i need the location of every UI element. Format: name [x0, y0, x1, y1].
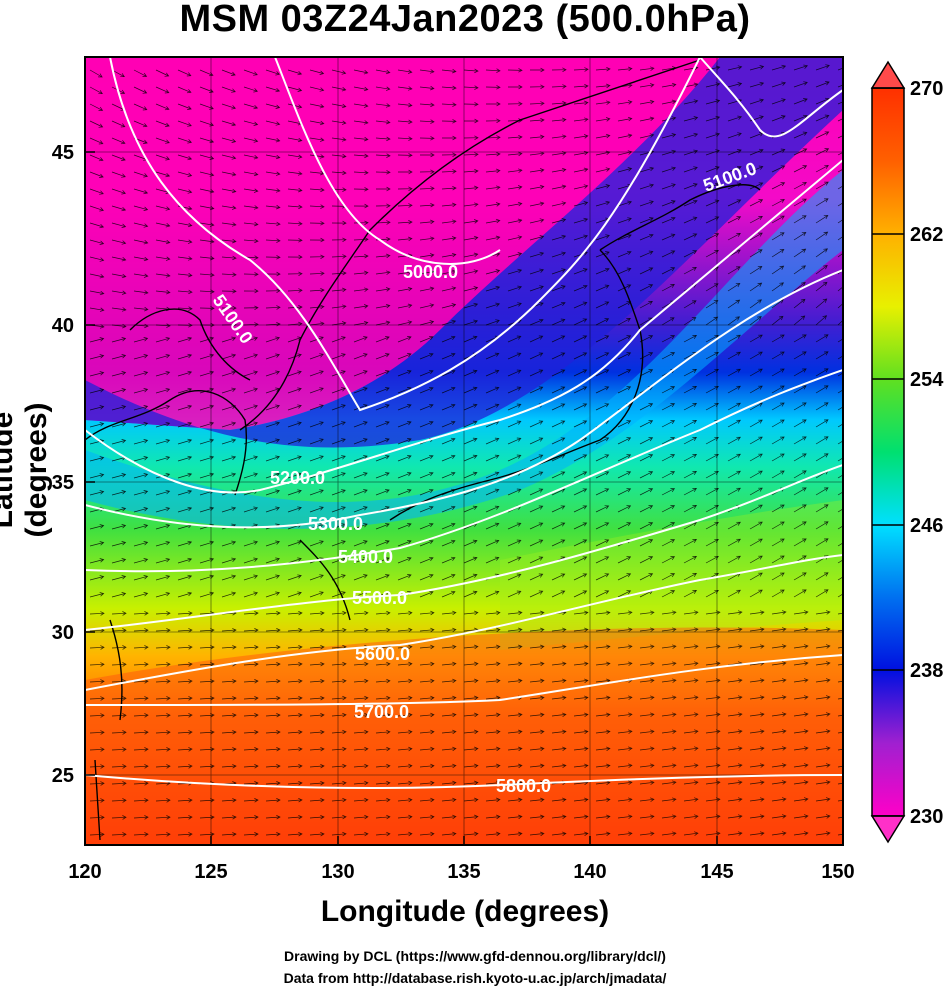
- colorbar-tick-label: 230: [910, 806, 943, 828]
- contour-label-5500: 5500.0: [352, 588, 407, 608]
- colorbar-tick-label: 262: [910, 224, 943, 246]
- contour-label-5300: 5300.0: [308, 514, 363, 534]
- plot-title: MSM 03Z24Jan2023 (500.0hPa): [179, 0, 751, 40]
- colorbar-tick-label: 254: [910, 369, 944, 391]
- colorbar: [870, 60, 906, 844]
- contour-label-5200: 5200.0: [270, 468, 325, 488]
- x-axis-ticks: [84, 836, 844, 845]
- contour-label-5400: 5400.0: [338, 547, 393, 567]
- temperature-field: 5000.0 5100.0 5100.0 5200.0 5300.0 5400.…: [85, 57, 843, 845]
- x-tick-label: 125: [194, 861, 227, 883]
- x-tick-label: 145: [700, 861, 733, 883]
- y-tick-label: 35: [52, 472, 74, 494]
- coastlines: [85, 59, 761, 841]
- contour-label-5000: 5000.0: [403, 262, 458, 282]
- contour-label-5600: 5600.0: [355, 644, 410, 664]
- y-tick-label: 40: [52, 315, 74, 337]
- y-tick-label: 25: [52, 765, 74, 787]
- x-axis-label: Longitude (degrees): [320, 895, 610, 928]
- colorbar-tick-label: 238: [910, 660, 943, 682]
- colorbar-tick-label: 246: [910, 515, 943, 537]
- y-tick-labels: 25 30 35 40 45: [52, 142, 74, 787]
- credit-drawing: Drawing by DCL (https://www.gfd-dennou.o…: [284, 948, 666, 964]
- x-tick-label: 135: [447, 861, 480, 883]
- height-contours: [85, 57, 843, 789]
- y-axis-ticks: [85, 151, 95, 776]
- x-tick-label: 150: [821, 861, 854, 883]
- credit-data: Data from http://database.rish.kyoto-u.a…: [283, 970, 667, 986]
- x-tick-label: 120: [68, 861, 101, 883]
- y-tick-label: 45: [52, 142, 74, 164]
- colorbar-tick-labels: 270 262 254 246 238 230: [910, 78, 944, 828]
- y-tick-label: 30: [52, 622, 74, 644]
- x-tick-label: 140: [573, 861, 606, 883]
- colorbar-tick-label: 270: [910, 78, 943, 100]
- colorbar-bottom-arrow: [870, 815, 906, 844]
- contour-label-5800: 5800.0: [496, 776, 551, 796]
- colorbar-top-arrow: [870, 60, 906, 89]
- x-tick-labels: 120 125 130 135 140 145 150: [68, 861, 854, 883]
- contour-label-5700: 5700.0: [354, 702, 409, 722]
- x-tick-label: 130: [321, 861, 354, 883]
